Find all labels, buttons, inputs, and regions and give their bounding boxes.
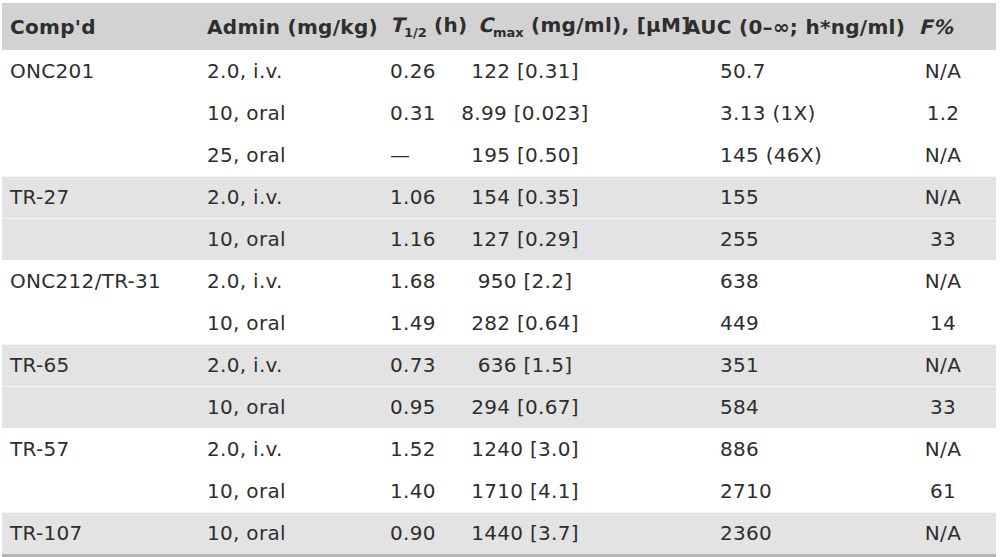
cell-auc: 145 (46X) (682, 134, 876, 176)
cell-compound (2, 302, 197, 344)
cell-compound: TR-27 (2, 176, 197, 218)
col-header-cmax: Cmax (mg/ml), [μM] (460, 3, 682, 50)
cell-compound (2, 386, 197, 428)
table-row: TR-65 2.0, i.v. 0.73 636 [1.5] 351 N/A (2, 344, 996, 386)
header-row: Comp'd Admin (mg/kg) T1/2 (h) Cmax (mg/m… (2, 3, 996, 50)
cell-thalf: 1.52 (380, 428, 460, 470)
cell-thalf: 0.90 (380, 512, 460, 554)
cell-f-percent: 33 (876, 218, 996, 260)
cell-thalf: 0.26 (380, 50, 460, 92)
cell-f-percent: 1.2 (876, 92, 996, 134)
cmax-subscript: max (493, 25, 524, 40)
cell-cmax: 294 [0.67] (460, 386, 682, 428)
cell-cmax: 122 [0.31] (460, 50, 682, 92)
cmax-unit: (mg/ml), [μM] (524, 13, 691, 37)
cell-auc: 2360 (682, 512, 876, 554)
cell-cmax: 950 [2.2] (460, 260, 682, 302)
col-header-compound: Comp'd (2, 3, 197, 50)
cell-cmax: 8.99 [0.023] (460, 92, 682, 134)
cell-cmax: 154 [0.35] (460, 176, 682, 218)
cell-f-percent: N/A (876, 176, 996, 218)
cell-admin-dose: 10, oral (197, 470, 380, 512)
cell-thalf: 0.73 (380, 344, 460, 386)
cmax-symbol: C (478, 13, 493, 37)
cell-auc: 449 (682, 302, 876, 344)
cell-admin-dose: 25, oral (197, 134, 380, 176)
table-row: ONC201 2.0, i.v. 0.26 122 [0.31] 50.7 N/… (2, 50, 996, 92)
cell-admin-dose: 2.0, i.v. (197, 50, 380, 92)
cell-cmax: 636 [1.5] (460, 344, 682, 386)
cell-compound (2, 134, 197, 176)
cell-f-percent: N/A (876, 344, 996, 386)
cell-thalf: 1.16 (380, 218, 460, 260)
cell-auc: 638 (682, 260, 876, 302)
thalf-unit: (h) (427, 13, 468, 37)
cell-admin-dose: 2.0, i.v. (197, 176, 380, 218)
cell-thalf: 0.31 (380, 92, 460, 134)
table-row: TR-27 2.0, i.v. 1.06 154 [0.35] 155 N/A (2, 176, 996, 218)
cell-admin-dose: 2.0, i.v. (197, 260, 380, 302)
cell-f-percent: N/A (876, 260, 996, 302)
table-row: 10, oral 0.95 294 [0.67] 584 33 (2, 386, 996, 428)
cell-cmax: 195 [0.50] (460, 134, 682, 176)
cell-thalf: 1.49 (380, 302, 460, 344)
table-row: TR-107 10, oral 0.90 1440 [3.7] 2360 N/A (2, 512, 996, 554)
cell-auc: 255 (682, 218, 876, 260)
cell-cmax: 282 [0.64] (460, 302, 682, 344)
cell-thalf: 1.40 (380, 470, 460, 512)
cell-auc: 584 (682, 386, 876, 428)
cell-admin-dose: 10, oral (197, 302, 380, 344)
col-header-auc: AUC (0–∞; h*ng/ml) (682, 3, 876, 50)
cell-auc: 886 (682, 428, 876, 470)
table-row: 10, oral 1.49 282 [0.64] 449 14 (2, 302, 996, 344)
cell-admin-dose: 2.0, i.v. (197, 428, 380, 470)
cell-admin-dose: 2.0, i.v. (197, 344, 380, 386)
table-row: 25, oral — 195 [0.50] 145 (46X) N/A (2, 134, 996, 176)
cell-f-percent: 14 (876, 302, 996, 344)
table-body: ONC201 2.0, i.v. 0.26 122 [0.31] 50.7 N/… (2, 50, 996, 554)
cell-admin-dose: 10, oral (197, 512, 380, 554)
table-row: ONC212/TR-31 2.0, i.v. 1.68 950 [2.2] 63… (2, 260, 996, 302)
cell-f-percent: 33 (876, 386, 996, 428)
cell-compound: ONC212/TR-31 (2, 260, 197, 302)
cell-compound: TR-65 (2, 344, 197, 386)
cell-cmax: 1440 [3.7] (460, 512, 682, 554)
cell-f-percent: N/A (876, 428, 996, 470)
cell-compound (2, 470, 197, 512)
cell-compound: ONC201 (2, 50, 197, 92)
cell-auc: 3.13 (1X) (682, 92, 876, 134)
cell-auc: 351 (682, 344, 876, 386)
col-header-thalf: T1/2 (h) (380, 3, 460, 50)
cell-cmax: 1240 [3.0] (460, 428, 682, 470)
cell-thalf: 1.68 (380, 260, 460, 302)
thalf-symbol: T (390, 13, 404, 37)
cell-thalf: 1.06 (380, 176, 460, 218)
pharmacokinetics-table-page: Comp'd Admin (mg/kg) T1/2 (h) Cmax (mg/m… (0, 3, 1000, 557)
pk-table: Comp'd Admin (mg/kg) T1/2 (h) Cmax (mg/m… (2, 3, 996, 554)
table-row: 10, oral 0.31 8.99 [0.023] 3.13 (1X) 1.2 (2, 92, 996, 134)
cell-thalf: 0.95 (380, 386, 460, 428)
cell-f-percent: N/A (876, 134, 996, 176)
cell-compound (2, 92, 197, 134)
cell-f-percent: N/A (876, 50, 996, 92)
cell-compound: TR-107 (2, 512, 197, 554)
table-row: 10, oral 1.16 127 [0.29] 255 33 (2, 218, 996, 260)
cell-admin-dose: 10, oral (197, 218, 380, 260)
cell-admin-dose: 10, oral (197, 386, 380, 428)
cell-auc: 50.7 (682, 50, 876, 92)
cell-admin-dose: 10, oral (197, 92, 380, 134)
cell-cmax: 127 [0.29] (460, 218, 682, 260)
cell-auc: 155 (682, 176, 876, 218)
cell-thalf: — (380, 134, 460, 176)
cell-auc: 2710 (682, 470, 876, 512)
cell-compound: TR-57 (2, 428, 197, 470)
cell-cmax: 1710 [4.1] (460, 470, 682, 512)
col-header-admin: Admin (mg/kg) (197, 3, 380, 50)
cell-f-percent: 61 (876, 470, 996, 512)
table-row: TR-57 2.0, i.v. 1.52 1240 [3.0] 886 N/A (2, 428, 996, 470)
cell-f-percent: N/A (876, 512, 996, 554)
table-row: 10, oral 1.40 1710 [4.1] 2710 61 (2, 470, 996, 512)
cell-compound (2, 218, 197, 260)
thalf-subscript: 1/2 (404, 25, 427, 40)
